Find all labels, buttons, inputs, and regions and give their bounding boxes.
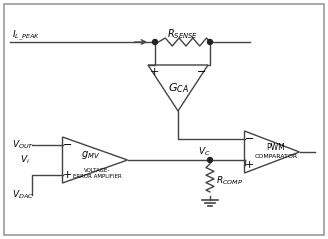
Text: $R_{SENSE}$: $R_{SENSE}$: [167, 27, 198, 41]
Text: −: −: [245, 134, 254, 144]
Text: ERROR AMPLIFIER: ERROR AMPLIFIER: [72, 174, 121, 179]
Circle shape: [153, 39, 157, 44]
Text: +: +: [245, 160, 254, 170]
Text: $V_i$: $V_i$: [20, 154, 30, 166]
Text: VOLTAGE-: VOLTAGE-: [84, 168, 110, 173]
Text: COMPARATOR: COMPARATOR: [255, 154, 297, 159]
Text: PWM: PWM: [267, 142, 285, 152]
Text: $R_{COMP}$: $R_{COMP}$: [216, 175, 243, 187]
Text: $V_C$: $V_C$: [198, 146, 211, 158]
Circle shape: [208, 158, 213, 163]
Text: $I_{L\_PEAK}$: $I_{L\_PEAK}$: [12, 29, 40, 43]
Text: +: +: [63, 170, 72, 180]
Text: $V_{DAC}$: $V_{DAC}$: [12, 189, 34, 201]
Text: $g_{MV}$: $g_{MV}$: [81, 149, 101, 161]
Text: +: +: [149, 67, 159, 77]
Circle shape: [208, 39, 213, 44]
Text: $G_{CA}$: $G_{CA}$: [168, 81, 188, 95]
Text: −: −: [197, 67, 207, 77]
Text: −: −: [63, 140, 72, 150]
Text: $V_{OUT}$: $V_{OUT}$: [12, 139, 34, 151]
